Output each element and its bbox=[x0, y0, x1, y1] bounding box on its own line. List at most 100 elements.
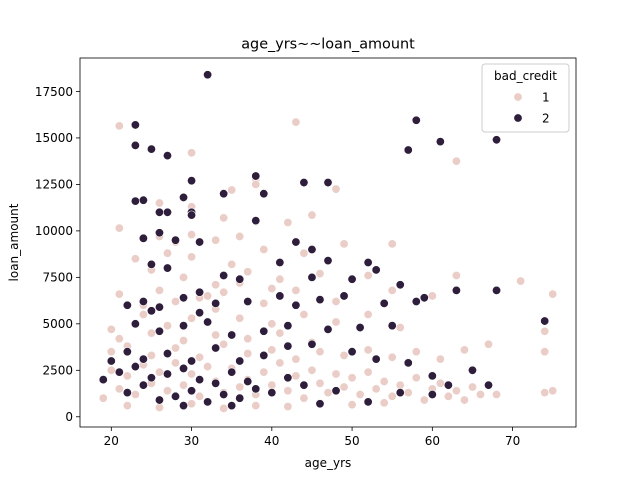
point-series-1-75 bbox=[459, 345, 469, 355]
point-series-1-27 bbox=[387, 239, 397, 249]
point-series-2-51 bbox=[379, 298, 389, 308]
point-series-1-141 bbox=[211, 330, 221, 340]
point-series-2-50 bbox=[339, 291, 349, 301]
point-series-1-57 bbox=[363, 310, 373, 320]
point-series-2-38 bbox=[371, 265, 381, 275]
y-tick-label-10000: 10000 bbox=[35, 224, 73, 238]
point-series-1-62 bbox=[146, 350, 156, 360]
point-series-1-18 bbox=[211, 235, 221, 245]
point-series-1-55 bbox=[299, 310, 309, 320]
point-series-1-137 bbox=[379, 398, 389, 408]
point-series-2-71 bbox=[187, 356, 197, 366]
point-series-2-86 bbox=[138, 380, 148, 390]
point-series-2-70 bbox=[162, 349, 172, 359]
point-series-1-56 bbox=[331, 317, 341, 327]
point-series-2-15 bbox=[179, 192, 189, 202]
point-series-1-10 bbox=[114, 223, 124, 233]
legend-marker-1 bbox=[513, 92, 523, 102]
point-series-2-35 bbox=[275, 257, 285, 267]
point-series-1-109 bbox=[347, 373, 357, 383]
y-tick-label-5000: 5000 bbox=[42, 317, 73, 331]
point-series-1-19 bbox=[235, 231, 245, 241]
point-series-2-68 bbox=[122, 347, 132, 357]
point-series-2-90 bbox=[171, 391, 181, 401]
point-series-1-38 bbox=[114, 289, 124, 299]
point-series-2-49 bbox=[315, 295, 325, 305]
point-series-1-44 bbox=[331, 297, 341, 307]
point-series-2-22 bbox=[251, 216, 261, 226]
point-series-2-29 bbox=[323, 256, 333, 266]
point-series-1-36 bbox=[451, 270, 461, 280]
point-series-1-17 bbox=[187, 230, 197, 240]
point-series-1-45 bbox=[387, 285, 397, 295]
point-series-2-24 bbox=[154, 228, 164, 238]
point-series-1-1 bbox=[291, 117, 301, 127]
point-series-1-63 bbox=[171, 343, 181, 353]
point-series-2-113 bbox=[146, 306, 156, 316]
x-axis-label: age_yrs bbox=[305, 456, 352, 470]
point-series-1-114 bbox=[387, 391, 397, 401]
point-series-1-85 bbox=[154, 367, 164, 377]
point-series-1-68 bbox=[291, 354, 301, 364]
point-series-1-138 bbox=[114, 334, 124, 344]
point-series-2-7 bbox=[435, 137, 445, 147]
point-series-1-50 bbox=[162, 321, 172, 331]
point-series-1-121 bbox=[443, 391, 453, 401]
point-series-1-35 bbox=[363, 270, 373, 280]
point-series-2-53 bbox=[419, 293, 429, 303]
point-series-2-82 bbox=[98, 375, 108, 385]
point-series-1-91 bbox=[203, 362, 213, 372]
legend: bad_credit 1 2 bbox=[481, 63, 570, 133]
point-series-2-92 bbox=[187, 386, 197, 396]
point-series-1-128 bbox=[548, 386, 558, 396]
point-series-1-25 bbox=[299, 248, 309, 258]
point-series-1-42 bbox=[259, 298, 269, 308]
point-series-2-78 bbox=[371, 354, 381, 364]
point-series-1-46 bbox=[427, 291, 437, 301]
point-series-2-1 bbox=[130, 120, 140, 130]
point-series-1-65 bbox=[219, 339, 229, 349]
point-series-2-2 bbox=[411, 115, 421, 125]
point-series-2-16 bbox=[219, 189, 229, 199]
point-series-2-95 bbox=[211, 378, 221, 388]
y-tick-label-0: 0 bbox=[65, 410, 73, 424]
point-series-1-39 bbox=[154, 285, 164, 295]
point-series-1-7 bbox=[251, 179, 261, 189]
x-tick-label-50: 50 bbox=[344, 434, 359, 448]
point-series-1-127 bbox=[540, 388, 550, 398]
point-series-1-21 bbox=[162, 248, 172, 258]
point-series-1-133 bbox=[251, 401, 261, 411]
point-series-1-0 bbox=[114, 121, 124, 131]
point-series-2-30 bbox=[363, 257, 373, 267]
y-tick-label-17500: 17500 bbox=[35, 85, 73, 99]
point-series-2-61 bbox=[259, 326, 269, 336]
point-series-2-10 bbox=[251, 171, 261, 181]
point-series-1-43 bbox=[291, 285, 301, 295]
point-series-1-98 bbox=[259, 367, 269, 377]
point-series-1-70 bbox=[339, 350, 349, 360]
legend-title: bad_credit bbox=[494, 69, 557, 83]
point-series-1-102 bbox=[291, 371, 301, 381]
point-series-1-134 bbox=[283, 402, 293, 412]
point-series-1-2 bbox=[187, 148, 197, 158]
point-series-2-4 bbox=[146, 144, 156, 154]
point-series-1-6 bbox=[331, 184, 341, 194]
point-series-1-108 bbox=[339, 382, 349, 392]
point-series-2-56 bbox=[130, 319, 140, 329]
point-series-2-26 bbox=[195, 237, 205, 247]
point-series-2-54 bbox=[451, 285, 461, 295]
point-series-2-41 bbox=[138, 297, 148, 307]
point-series-2-52 bbox=[411, 297, 421, 307]
point-series-1-73 bbox=[411, 347, 421, 357]
point-series-1-74 bbox=[435, 354, 445, 364]
point-series-2-99 bbox=[243, 376, 253, 386]
point-series-1-105 bbox=[315, 378, 325, 388]
y-tick-label-15000: 15000 bbox=[35, 131, 73, 145]
point-series-1-122 bbox=[451, 386, 461, 396]
point-series-2-25 bbox=[171, 235, 181, 245]
x-tick-label-70: 70 bbox=[505, 434, 520, 448]
point-series-2-69 bbox=[138, 354, 148, 364]
x-tick-label-20: 20 bbox=[104, 434, 119, 448]
point-series-2-104 bbox=[315, 399, 325, 409]
point-series-1-147 bbox=[203, 291, 213, 301]
